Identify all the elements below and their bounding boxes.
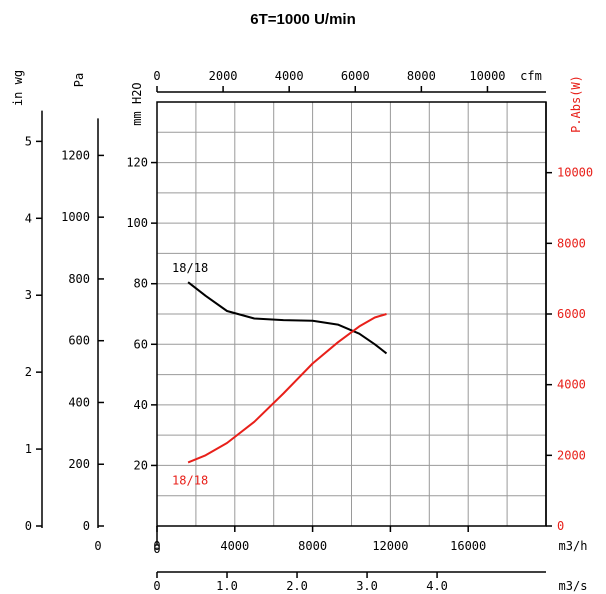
power-tick-label: 0 — [557, 519, 564, 533]
inwg-tick-label: 1 — [25, 442, 32, 456]
y-tick-label: 120 — [126, 156, 148, 170]
inwg-tick-label: 4 — [25, 211, 32, 225]
inwg-tick-label: 3 — [25, 288, 32, 302]
x2-tick-label: 1.0 — [216, 579, 238, 593]
pa-tick-label: 600 — [68, 334, 90, 348]
y-tick-label: 100 — [126, 216, 148, 230]
pa-tick-label: 400 — [68, 395, 90, 409]
x3-tick-label: 4000 — [275, 69, 304, 83]
x3-tick-label: 0 — [153, 69, 160, 83]
chart-title: 6T=1000 U/min — [250, 11, 355, 28]
x3-tick-label: 6000 — [341, 69, 370, 83]
x3-tick-label: 8000 — [407, 69, 436, 83]
y-tick-label: 60 — [134, 337, 148, 351]
pa-tick-label: 800 — [68, 272, 90, 286]
pa-tick-label: 1200 — [61, 148, 90, 162]
power-tick-label: 10000 — [557, 166, 593, 180]
series-label-2: 18/18 — [172, 473, 208, 487]
y-axis-label-pa: Pa — [72, 73, 86, 87]
y-axis-label-power: P.Abs(W) — [569, 75, 583, 133]
pa-origin-label: 0 — [94, 539, 101, 553]
power-tick-label: 4000 — [557, 378, 586, 392]
x2-tick-label: 2.0 — [286, 579, 308, 593]
series-line-1 — [187, 281, 388, 355]
axes — [36, 86, 552, 578]
y-tick-label: 80 — [134, 277, 148, 291]
x-axis-label-cfm: cfm — [520, 69, 542, 83]
y-tick-label: 20 — [134, 458, 148, 472]
power-tick-label: 6000 — [557, 307, 586, 321]
inwg-tick-label: 5 — [25, 134, 32, 148]
series-label-1: 18/18 — [172, 261, 208, 275]
x-tick-label: 16000 — [450, 539, 486, 553]
x2-tick-label: 4.0 — [426, 579, 448, 593]
x-tick-label: 8000 — [298, 539, 327, 553]
tick-labels: 0 4000 8000 12000 16000 m3/h0 1.0 2.0 3.0 4.0 m3/s… — [11, 69, 593, 593]
plot-grid — [157, 102, 546, 526]
pa-tick-label: 1000 — [61, 210, 90, 224]
x-axis-label-m3s: m3/s — [559, 579, 588, 593]
x3-tick-label: 2000 — [209, 69, 238, 83]
x-tick-label: 0 — [153, 539, 160, 553]
y-tick-label: 40 — [134, 398, 148, 412]
power-tick-label: 2000 — [557, 448, 586, 462]
y-axis-label-inwg: in wg — [11, 70, 25, 106]
y-axis-label-mmh2o: mm H2O — [130, 82, 144, 125]
data-series: 18/18 18/18 — [172, 261, 388, 487]
pa-tick-label: 200 — [68, 457, 90, 471]
x-axis-label-m3h: m3/h — [559, 539, 588, 553]
series-line-2 — [187, 313, 387, 464]
x-origin-label: 0 — [153, 542, 160, 556]
inwg-tick-label: 2 — [25, 365, 32, 379]
x3-tick-label: 10000 — [469, 69, 505, 83]
pa-tick-label: 0 — [83, 519, 90, 533]
x-tick-label: 4000 — [220, 539, 249, 553]
inwg-tick-label: 0 — [25, 519, 32, 533]
x-tick-label: 12000 — [372, 539, 408, 553]
power-tick-label: 8000 — [557, 236, 586, 250]
x2-tick-label: 0 — [153, 579, 160, 593]
x2-tick-label: 3.0 — [356, 579, 378, 593]
